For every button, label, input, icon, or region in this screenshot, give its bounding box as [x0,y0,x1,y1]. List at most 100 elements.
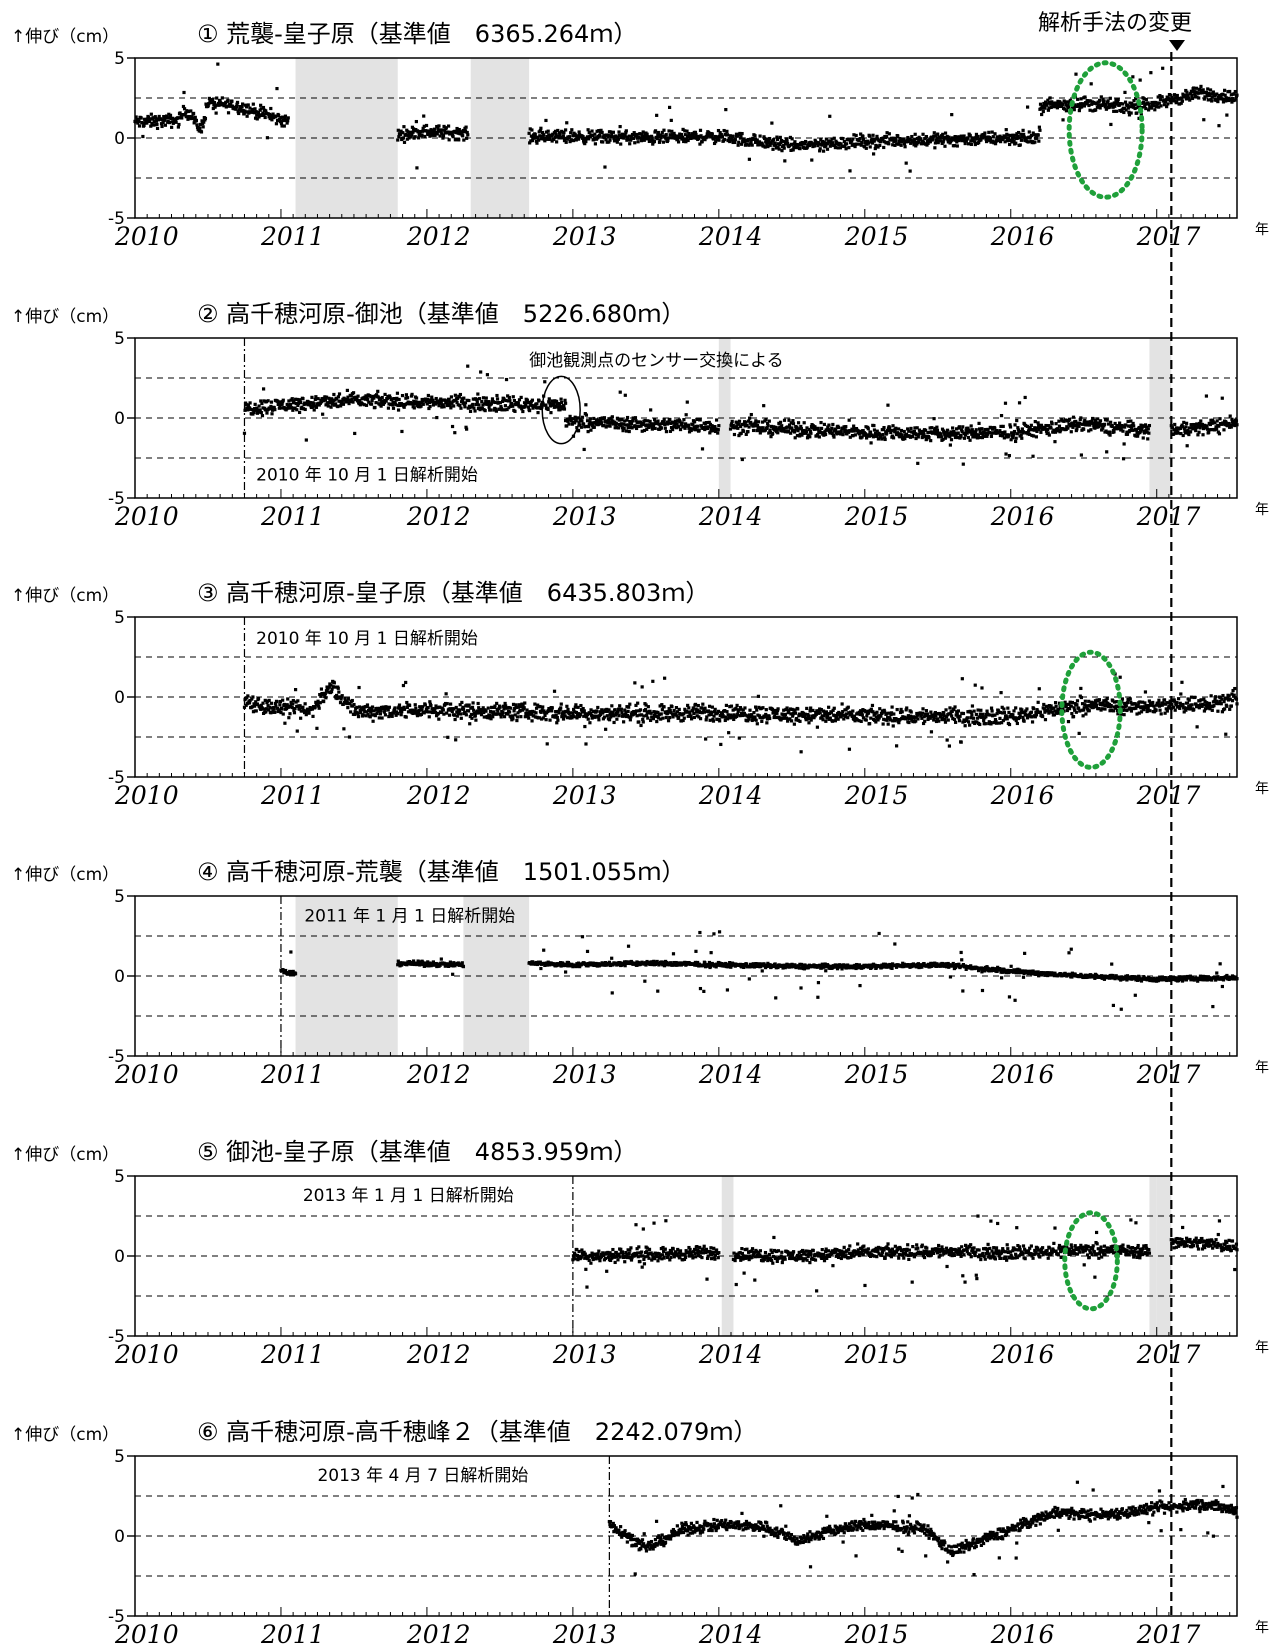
data-points [243,672,1239,753]
data-point [189,109,192,112]
data-point [771,432,774,435]
data-point [748,158,751,161]
data-point [765,708,768,711]
data-point [519,715,522,718]
data-point [291,702,294,705]
data-point [508,396,511,399]
data-point [583,725,586,728]
data-point [639,708,642,711]
data-point [665,430,668,433]
data-point [1020,437,1023,440]
data-point [459,393,462,396]
data-point [963,437,966,440]
data-point [576,416,579,419]
data-point [296,699,299,702]
data-point [934,141,937,144]
data-point [587,718,590,721]
x-tick-label: 2011 [260,502,325,531]
data-point [692,712,695,715]
data-point [273,408,276,411]
data-point [192,112,195,115]
data-point [590,421,593,424]
data-point [1221,397,1224,400]
data-point [867,427,870,430]
data-point [593,426,596,429]
chart-panel-3: ↑伸び（cm）③ 高千穂河原-皇子原（基準値 6435.803ｍ）50-5201… [11,579,1269,810]
data-point [791,708,794,711]
data-point [396,712,399,715]
data-point [588,721,591,724]
data-point [1054,431,1057,434]
data-point [894,427,897,430]
data-point [617,130,620,133]
data-point [956,144,959,147]
data-point [528,409,531,412]
data-point [704,737,707,740]
data-point [900,429,903,432]
data-point [869,441,872,444]
data-point [764,418,767,421]
data-point [673,709,676,712]
data-point [892,724,895,727]
data-point [577,706,580,709]
data-point [642,714,645,717]
data-point [1133,107,1136,110]
data-point [1121,430,1124,433]
data-point [421,130,424,133]
data-point [882,426,885,429]
data-point [783,419,786,422]
data-point [715,418,718,421]
data-point [337,395,340,398]
data-point [1103,423,1106,426]
data-point [807,714,810,717]
data-point [705,718,708,721]
data-point [455,706,458,709]
data-point [321,413,324,416]
data-point [428,715,431,718]
data-point [400,713,403,716]
data-point [608,718,611,721]
data-point [549,411,552,414]
data-point [1005,128,1008,131]
data-point [1146,437,1149,440]
data-point [544,119,547,122]
data-point [798,720,801,723]
data-point [226,99,229,102]
data-point [606,424,609,427]
data-point [1209,88,1212,91]
data-point [1080,453,1083,456]
data-point [960,741,963,744]
data-point [1079,416,1082,419]
data-point [612,721,615,724]
data-point [590,129,593,132]
data-point [543,380,546,383]
data-point [568,135,571,138]
data-point [472,406,475,409]
data-point [299,401,302,404]
data-point [1074,73,1077,76]
data-point [961,677,964,680]
data-point [982,719,985,722]
data-point [1014,706,1017,709]
data-point [743,706,746,709]
data-point [797,421,800,424]
data-point [1186,444,1189,447]
data-point [559,706,562,709]
data-point [1124,423,1127,426]
data-point [663,418,666,421]
data-point [1105,450,1108,453]
x-tick-label: 2016 [990,502,1055,531]
x-tick-label: 2017 [1136,222,1201,251]
data-point [1042,110,1045,113]
data-point [822,150,825,153]
data-point [569,131,572,134]
data-point [819,421,822,424]
data-point [978,723,981,726]
x-axis-unit: 年 [1255,222,1269,238]
data-point [810,718,813,721]
data-point [296,729,299,732]
data-point [487,706,490,709]
data-point [738,420,741,423]
data-point [467,399,470,402]
data-point [882,146,885,149]
